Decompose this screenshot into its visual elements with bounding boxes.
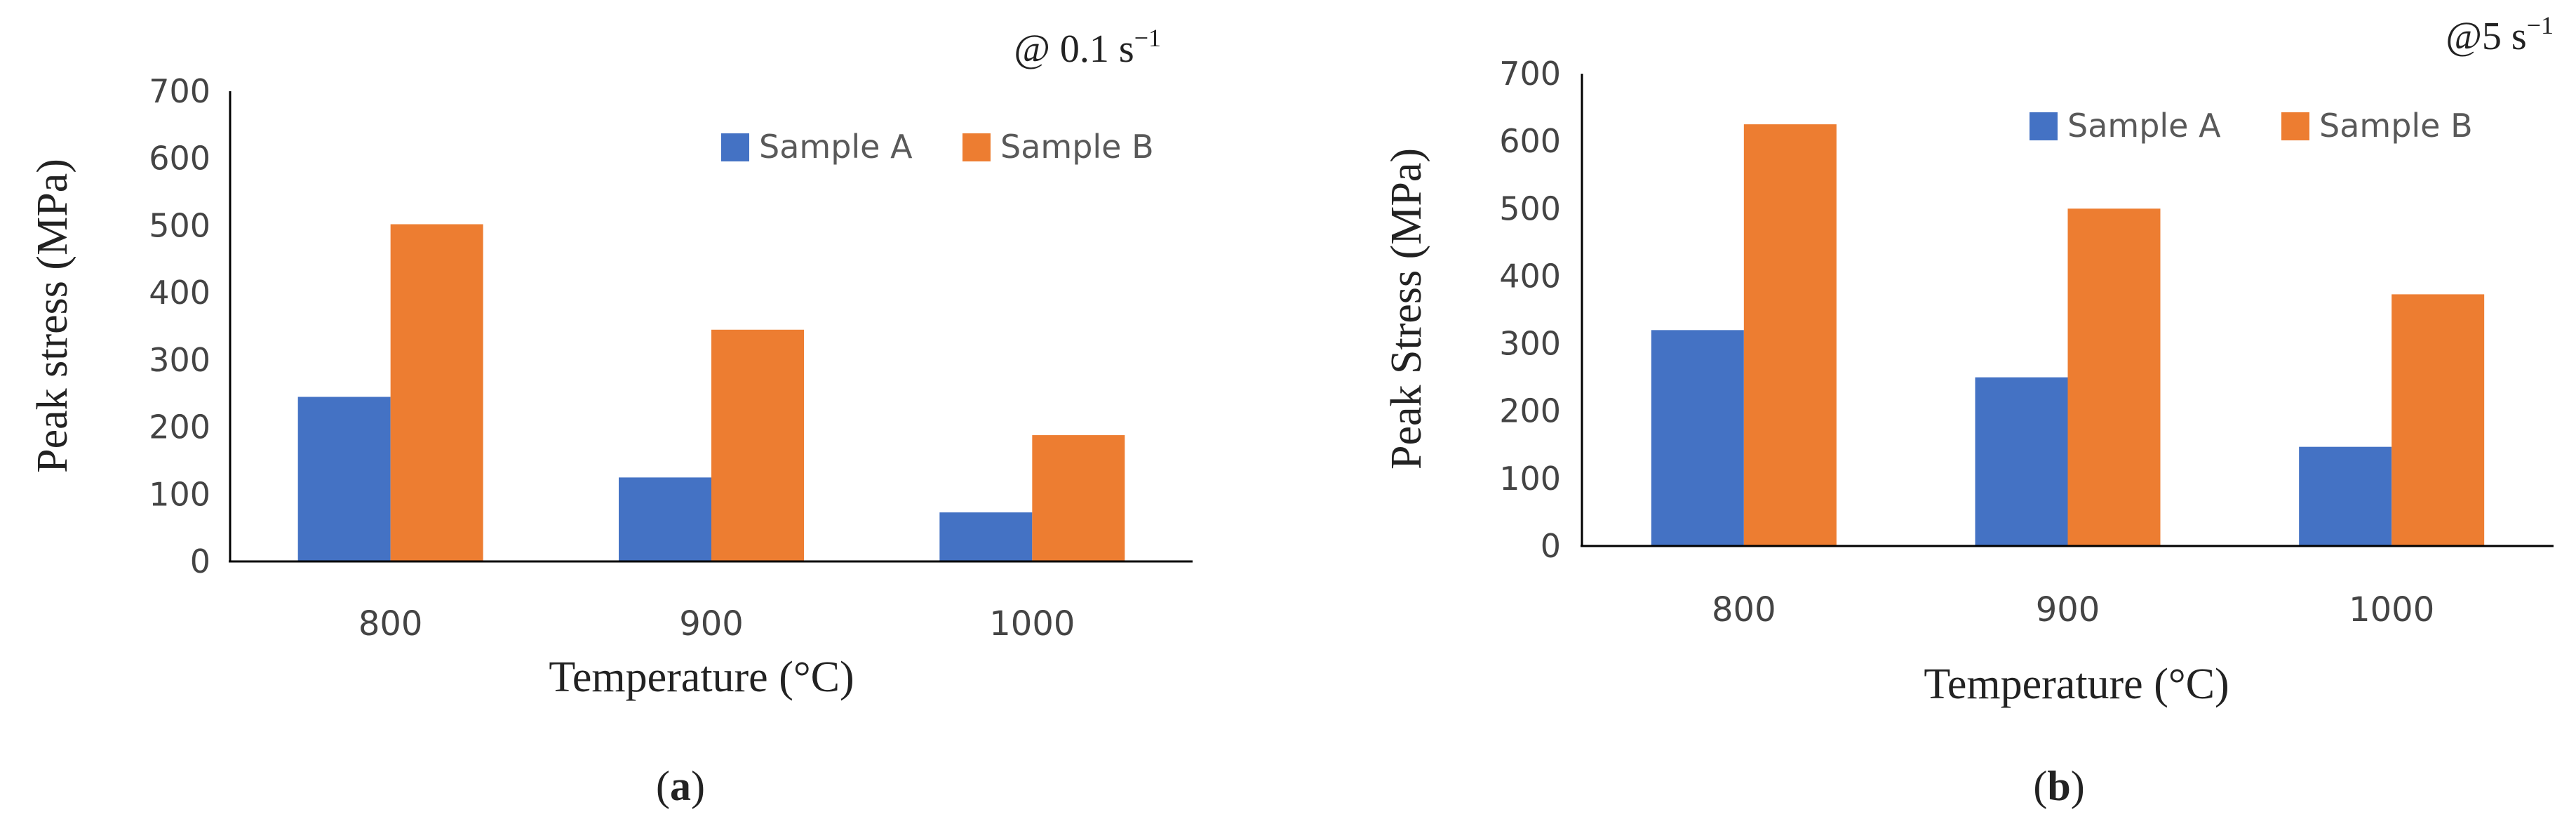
chart-a-rate-annotation: @ 0.1 s−1 xyxy=(1014,24,1161,71)
chart-b-rate-annotation: @5 s−1 xyxy=(2446,11,2554,58)
chart-b-legend-swatch-sample-a xyxy=(2030,112,2058,140)
chart-b-bar-sample-a-1000 xyxy=(2299,446,2392,546)
chart-b-legend-label-sample-b: Sample B xyxy=(2319,107,2473,145)
chart-a-x-tick-900: 900 xyxy=(679,604,744,644)
chart-a-bar-sample-b-900 xyxy=(711,329,804,561)
chart-b-y-tick-700: 700 xyxy=(1499,55,1561,93)
chart-b-y-tick-200: 200 xyxy=(1499,392,1561,430)
chart-a-y-tick-200: 200 xyxy=(149,408,210,446)
chart-b: @5 s−1 Peak Stress (MPa) 0 100 200 300 400 50… xyxy=(1383,11,2554,809)
chart-b-bar-sample-a-800 xyxy=(1651,330,1744,546)
chart-a-legend: Sample A Sample B xyxy=(721,128,1154,166)
chart-a-bar-sample-a-900 xyxy=(619,477,711,561)
chart-b-x-tick-900: 900 xyxy=(2036,590,2100,630)
chart-a-y-tick-100: 100 xyxy=(149,475,210,513)
chart-b-y-tick-500: 500 xyxy=(1499,189,1561,227)
chart-a-y-tick-400: 400 xyxy=(149,274,210,312)
chart-a-bar-sample-b-800 xyxy=(390,224,483,561)
chart-b-x-tick-800: 800 xyxy=(1712,590,1776,630)
chart-b-x-axis-title: Temperature (°C) xyxy=(1924,660,2229,708)
chart-a-x-axis-title: Temperature (°C) xyxy=(549,653,854,701)
chart-a-bar-sample-a-1000 xyxy=(939,512,1033,561)
chart-a-legend-label-sample-a: Sample A xyxy=(759,128,913,166)
chart-a-y-tick-0: 0 xyxy=(190,542,210,580)
chart-b-x-tick-labels: 800 900 1000 xyxy=(1712,590,2434,630)
chart-a-x-tick-1000: 1000 xyxy=(989,604,1075,644)
chart-b-y-tick-300: 300 xyxy=(1499,325,1561,363)
chart-b-y-axis-title: Peak Stress (MPa) xyxy=(1383,148,1430,470)
chart-a: @ 0.1 s−1 Peak stress (MPa) 0 100 200 300 40… xyxy=(29,24,1193,809)
chart-b-bar-sample-b-900 xyxy=(2067,208,2161,546)
chart-b-y-tick-labels: 0 100 200 300 400 500 600 700 xyxy=(1499,55,1561,565)
chart-a-y-tick-700: 700 xyxy=(149,72,210,110)
chart-b-legend: Sample A Sample B xyxy=(2030,107,2473,145)
chart-b-y-tick-600: 600 xyxy=(1499,122,1561,160)
chart-b-y-tick-100: 100 xyxy=(1499,460,1561,498)
chart-b-panel-label: (b) xyxy=(2033,763,2084,809)
chart-a-y-tick-labels: 0 100 200 300 400 500 600 700 xyxy=(149,72,210,580)
chart-a-x-tick-800: 800 xyxy=(358,604,423,644)
chart-a-y-tick-500: 500 xyxy=(149,206,210,244)
chart-b-legend-swatch-sample-b xyxy=(2281,112,2309,140)
chart-a-rate-exponent: −1 xyxy=(1134,24,1161,52)
chart-a-bar-sample-b-1000 xyxy=(1032,435,1125,561)
chart-b-bar-sample-b-1000 xyxy=(2391,294,2485,546)
chart-a-bar-sample-a-800 xyxy=(297,397,391,561)
chart-b-x-tick-1000: 1000 xyxy=(2349,590,2434,630)
chart-b-bar-sample-a-900 xyxy=(1975,377,2068,546)
chart-a-y-tick-300: 300 xyxy=(149,341,210,379)
chart-b-y-tick-400: 400 xyxy=(1499,257,1561,295)
chart-a-panel-label: (a) xyxy=(656,763,705,809)
chart-a-y-axis-title: Peak stress (MPa) xyxy=(29,159,76,473)
chart-a-legend-swatch-sample-b xyxy=(962,133,991,161)
chart-b-rate-exponent: −1 xyxy=(2527,11,2554,39)
chart-a-x-tick-labels: 800 900 1000 xyxy=(358,604,1075,644)
chart-a-y-tick-600: 600 xyxy=(149,140,210,178)
chart-a-legend-label-sample-b: Sample B xyxy=(1000,128,1154,166)
chart-a-legend-swatch-sample-a xyxy=(721,133,749,161)
chart-a-bars xyxy=(297,224,1125,561)
chart-b-bars xyxy=(1651,124,2485,546)
chart-b-legend-label-sample-a: Sample A xyxy=(2067,107,2221,145)
chart-b-bar-sample-b-800 xyxy=(1743,124,1837,546)
chart-b-y-tick-0: 0 xyxy=(1541,527,1561,565)
